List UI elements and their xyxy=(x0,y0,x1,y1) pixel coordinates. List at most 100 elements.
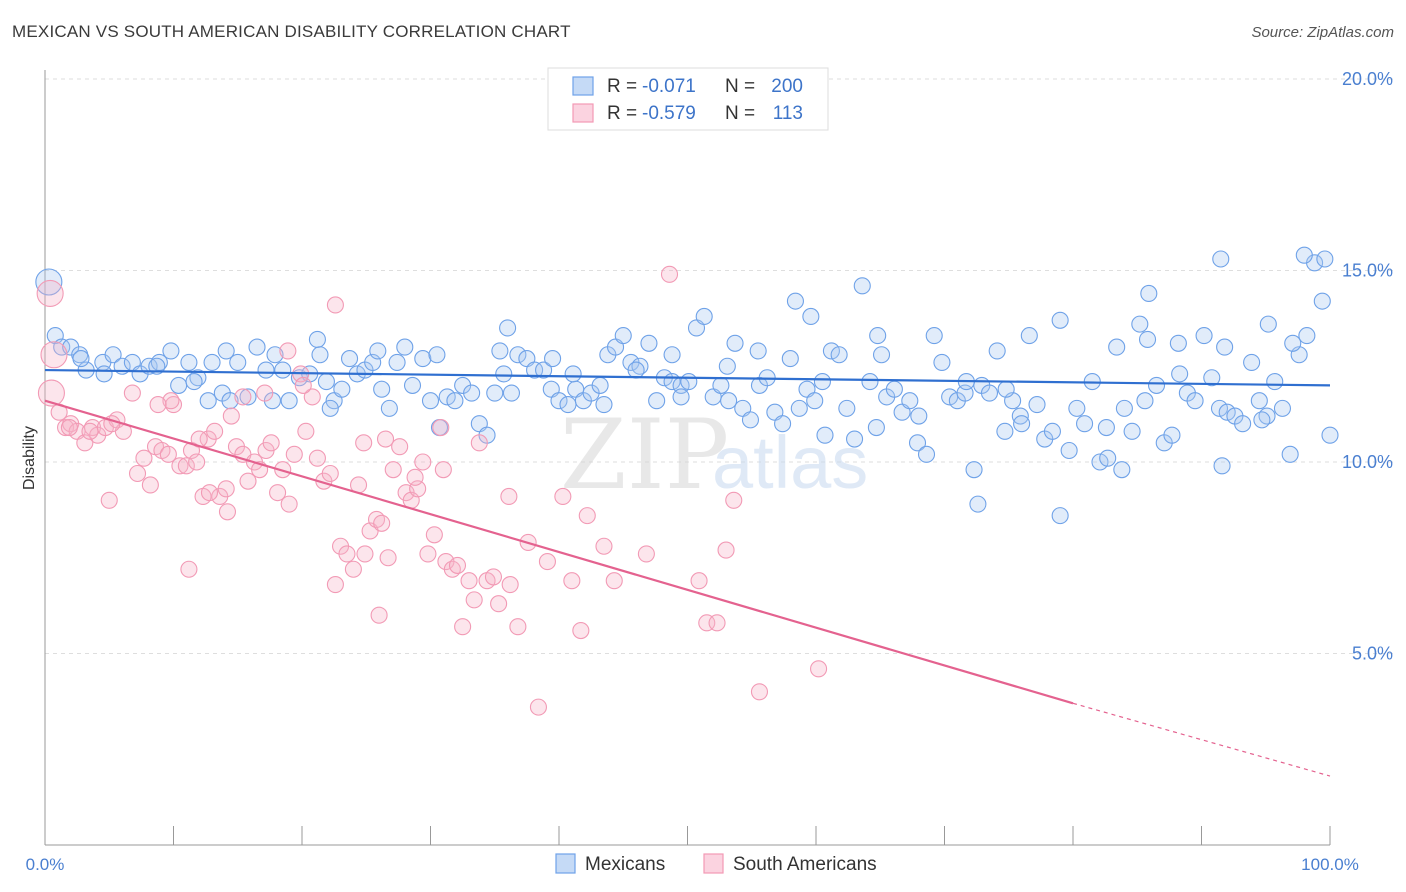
point-south-americans xyxy=(660,265,679,283)
point-south-americans xyxy=(280,495,298,513)
point-mexicans xyxy=(1253,411,1271,429)
point-mexicans xyxy=(308,330,326,348)
point-mexicans xyxy=(614,327,632,345)
point-mexicans xyxy=(1060,441,1078,460)
point-south-americans xyxy=(326,296,344,314)
x-axis-ticks xyxy=(44,826,1331,845)
point-south-americans xyxy=(36,279,64,308)
point-mexicans xyxy=(872,346,891,364)
legend-bottom-label-mexicans: Mexicans xyxy=(585,854,665,875)
point-south-americans xyxy=(406,468,424,486)
point-mexicans xyxy=(786,292,804,310)
point-mexicans xyxy=(403,376,422,394)
point-mexicans xyxy=(1281,445,1299,463)
point-mexicans xyxy=(1028,395,1046,414)
point-mexicans xyxy=(1313,292,1331,310)
point-mexicans xyxy=(695,307,713,326)
point-mexicans xyxy=(1051,311,1069,329)
trendline-south-americans xyxy=(44,399,1074,705)
point-mexicans xyxy=(925,327,943,345)
point-mexicans xyxy=(1013,415,1031,433)
point-mexicans xyxy=(274,361,292,379)
y-tick-labels: 5.0% 10.0% 15.0% 20.0% xyxy=(1342,69,1393,664)
x-tick-label-min: 0.0% xyxy=(26,855,65,874)
point-mexicans xyxy=(1273,399,1292,417)
point-south-americans xyxy=(171,457,189,475)
point-south-americans xyxy=(384,461,402,479)
point-south-americans xyxy=(128,464,147,483)
point-mexicans xyxy=(257,361,275,379)
point-south-americans xyxy=(725,491,743,509)
point-south-americans xyxy=(123,384,141,402)
point-south-americans xyxy=(344,560,362,578)
legend-bottom: Mexicans South Americans xyxy=(555,853,877,875)
point-mexicans xyxy=(380,399,398,417)
point-mexicans xyxy=(822,342,840,360)
point-mexicans xyxy=(499,319,517,337)
point-south-americans xyxy=(159,445,177,463)
point-mexicans xyxy=(526,361,544,379)
point-mexicans xyxy=(199,392,217,410)
point-mexicans xyxy=(1138,330,1157,348)
point-south-americans xyxy=(414,453,432,471)
point-mexicans xyxy=(1259,315,1277,333)
point-mexicans xyxy=(72,350,90,368)
point-south-americans xyxy=(572,621,590,640)
point-mexicans xyxy=(486,384,504,402)
point-mexicans xyxy=(908,434,927,452)
point-mexicans xyxy=(885,380,903,398)
legend-bottom-swatch-south-americans xyxy=(703,853,724,874)
legend-r-label-pink: R = xyxy=(607,103,637,124)
point-mexicans xyxy=(910,407,928,425)
point-south-americans xyxy=(501,576,519,594)
point-mexicans xyxy=(712,376,730,394)
point-mexicans xyxy=(1218,403,1236,421)
point-mexicans xyxy=(663,346,681,364)
legend-r-label-blue: R = xyxy=(607,76,637,97)
point-mexicans xyxy=(35,268,63,296)
point-mexicans xyxy=(1203,369,1221,387)
point-mexicans xyxy=(502,384,521,402)
point-south-americans xyxy=(376,430,395,448)
point-mexicans xyxy=(802,307,820,326)
point-mexicans xyxy=(781,350,799,368)
point-south-americans xyxy=(303,388,321,406)
point-south-americans xyxy=(690,572,708,590)
point-mexicans xyxy=(1169,334,1187,352)
point-mexicans xyxy=(816,426,834,444)
trendline-mexicans xyxy=(44,368,1331,387)
point-mexicans xyxy=(1113,461,1131,479)
point-mexicans xyxy=(741,411,760,429)
point-mexicans xyxy=(53,338,71,356)
legend-n-label-pink: N = xyxy=(725,103,755,124)
point-mexicans xyxy=(333,380,351,398)
legend-r-value-blue: -0.071 xyxy=(642,76,696,97)
trend-lines xyxy=(44,368,1331,777)
point-south-americans xyxy=(490,595,508,613)
point-south-americans xyxy=(698,614,716,632)
point-south-americans xyxy=(356,545,374,563)
point-south-americans xyxy=(448,556,467,574)
point-mexicans xyxy=(535,361,553,379)
point-mexicans xyxy=(369,342,387,360)
point-mexicans xyxy=(969,495,987,513)
point-mexicans xyxy=(428,346,446,364)
point-mexicans xyxy=(1091,453,1109,471)
point-south-americans xyxy=(391,438,409,456)
point-mexicans xyxy=(221,392,239,410)
point-south-americans xyxy=(538,553,556,571)
point-south-americans xyxy=(578,507,596,525)
watermark: ZIP atlas xyxy=(560,399,868,511)
point-mexicans xyxy=(564,365,582,383)
point-mexicans xyxy=(229,353,247,371)
point-mexicans xyxy=(749,342,767,360)
point-south-americans xyxy=(321,464,339,483)
point-mexicans xyxy=(396,338,414,356)
point-mexicans xyxy=(595,395,613,414)
point-south-americans xyxy=(338,545,356,563)
point-mexicans xyxy=(340,350,359,368)
point-mexicans xyxy=(1316,250,1334,268)
point-mexicans xyxy=(317,373,335,391)
point-south-americans xyxy=(500,487,518,506)
y-tick-label: 15.0% xyxy=(1342,261,1393,281)
